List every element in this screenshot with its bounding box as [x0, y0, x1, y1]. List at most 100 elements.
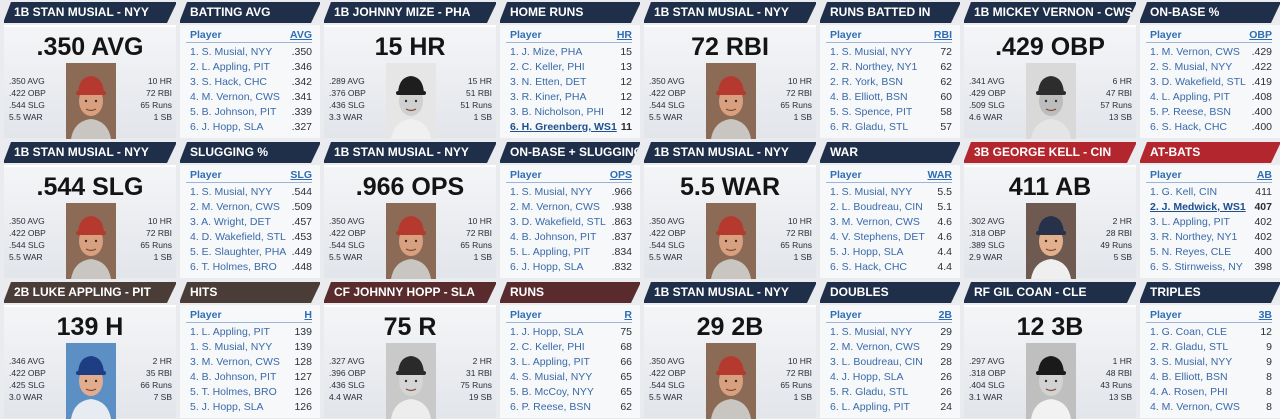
leader-name[interactable]: 2. M. Vernon, CWS — [830, 341, 920, 353]
leader-name[interactable]: 6. S. Hack, CHC — [1150, 121, 1228, 133]
player-header[interactable]: 3B GEORGE KELL - CIN — [964, 142, 1136, 163]
leaderboard-row[interactable]: 3. L. Appling, PIT 66 — [506, 355, 632, 370]
leader-name[interactable]: 6. J. Hopp, SLA — [190, 121, 264, 133]
leaderboard-row[interactable]: 2. M. Vernon, CWS .938 — [506, 200, 632, 215]
leader-name[interactable]: 3. L. Boudreau, CIN — [830, 356, 923, 368]
leaderboard-row[interactable]: 2. M. Vernon, CWS .509 — [186, 200, 312, 215]
leader-name[interactable]: 2. S. Musial, NYY — [1150, 61, 1233, 73]
leader-name[interactable]: 6. P. Reese, BSN — [510, 401, 591, 413]
player-column-header[interactable]: Player — [1150, 169, 1182, 181]
leaderboard-row[interactable]: 3. R. Kiner, PHA 12 — [506, 90, 632, 105]
leaderboard-row[interactable]: 2. S. Musial, NYY .422 — [1146, 60, 1272, 75]
leader-name[interactable]: 1. S. Musial, NYY — [510, 186, 593, 198]
leaderboard-row[interactable]: 6. J. Hopp, SLA .832 — [506, 260, 632, 275]
leaderboard-row[interactable]: 1. G. Kell, CIN 411 — [1146, 185, 1272, 200]
leader-name[interactable]: 3. A. Wright, DET — [190, 216, 271, 228]
leaderboard-row[interactable]: 5. J. Hopp, SLA 126 — [186, 400, 312, 415]
leaderboard-row[interactable]: 6. R. Gladu, STL 57 — [826, 120, 952, 135]
leaderboard-row[interactable]: 1. L. Appling, PIT 139 — [186, 325, 312, 340]
leaderboard-row[interactable]: 4. B. Johnson, PIT 127 — [186, 370, 312, 385]
leader-name[interactable]: 5. E. Slaughter, PHA — [190, 246, 287, 258]
leaderboard-row[interactable]: 5. L. Appling, PIT .834 — [506, 245, 632, 260]
stat-column-header[interactable]: RBI — [933, 29, 952, 41]
leaderboard-row[interactable]: 4. M. Vernon, CWS 8 — [1146, 400, 1272, 415]
leader-name[interactable]: 4. L. Appling, PIT — [1150, 91, 1230, 103]
leaderboard-row[interactable]: 4. B. Elliott, BSN 60 — [826, 90, 952, 105]
player-header[interactable]: CF JOHNNY HOPP - SLA — [324, 282, 496, 303]
leaderboard-row[interactable]: 2. M. Vernon, CWS 29 — [826, 340, 952, 355]
leader-name[interactable]: 1. J. Hopp, SLA — [510, 326, 584, 338]
leader-name[interactable]: 3. B. Nicholson, PHI — [510, 106, 604, 118]
leader-name[interactable]: 5. S. Spence, PIT — [830, 106, 913, 118]
category-header[interactable]: RUNS — [500, 282, 640, 303]
player-column-header[interactable]: Player — [190, 29, 222, 41]
player-column-header[interactable]: Player — [510, 169, 542, 181]
leaderboard-row[interactable]: 6. P. Reese, BSN 62 — [506, 400, 632, 415]
player-column-header[interactable]: Player — [1150, 309, 1182, 321]
leaderboard-row[interactable]: 2. L. Appling, PIT .346 — [186, 60, 312, 75]
leaderboard-row[interactable]: 1. J. Hopp, SLA 75 — [506, 325, 632, 340]
leaderboard-row[interactable]: 1. G. Coan, CLE 12 — [1146, 325, 1272, 340]
leaderboard-row[interactable]: 1. S. Musial, NYY 5.5 — [826, 185, 952, 200]
player-column-header[interactable]: Player — [830, 29, 862, 41]
leader-name[interactable]: 2. C. Keller, PHI — [510, 341, 585, 353]
category-header[interactable]: HITS — [180, 282, 320, 303]
leader-name[interactable]: 4. B. Elliott, BSN — [1150, 371, 1228, 383]
leaderboard-row[interactable]: 6. S. Hack, CHC .400 — [1146, 120, 1272, 135]
leaderboard-row[interactable]: 3. B. Nicholson, PHI 12 — [506, 105, 632, 120]
leaderboard-row[interactable]: 6. S. Hack, CHC 4.4 — [826, 260, 952, 275]
stat-column-header[interactable]: SLG — [290, 169, 312, 181]
leaderboard-row[interactable]: 4. S. Musial, NYY 65 — [506, 370, 632, 385]
leader-name[interactable]: 2. R. Gladu, STL — [1150, 341, 1229, 353]
leader-name[interactable]: 1. G. Kell, CIN — [1150, 186, 1218, 198]
leaderboard-row[interactable]: 4. B. Elliott, BSN 8 — [1146, 370, 1272, 385]
leader-name[interactable]: 5. N. Reyes, CLE — [1150, 246, 1232, 258]
category-header[interactable]: HOME RUNS — [500, 2, 640, 23]
leader-name[interactable]: 3. R. Northey, NY1 — [1150, 231, 1238, 243]
leader-name[interactable]: 4. B. Johnson, PIT — [190, 371, 277, 383]
leader-name[interactable]: 1. S. Musial, NYY — [830, 186, 913, 198]
leader-name[interactable]: 3. S. Musial, NYY — [1150, 356, 1233, 368]
category-header[interactable]: WAR — [820, 142, 960, 163]
stat-column-header[interactable]: HR — [616, 29, 632, 41]
leaderboard-row[interactable]: 6. T. Holmes, BRO .448 — [186, 260, 312, 275]
leader-name[interactable]: 4. D. Wakefield, STL — [190, 231, 286, 243]
leader-name[interactable]: 4. M. Vernon, CWS — [190, 91, 280, 103]
player-header[interactable]: 1B STAN MUSIAL - NYY — [4, 142, 176, 163]
player-column-header[interactable]: Player — [190, 169, 222, 181]
leaderboard-row[interactable]: 4. A. Rosen, PHI 8 — [1146, 385, 1272, 400]
stat-column-header[interactable]: 3B — [1258, 309, 1272, 321]
leader-name[interactable]: 3. M. Vernon, CWS — [830, 216, 920, 228]
leaderboard-row[interactable]: 2. L. Boudreau, CIN 5.1 — [826, 200, 952, 215]
leader-name[interactable]: 6. S. Stirnweiss, NY — [1150, 261, 1243, 273]
player-header[interactable]: 1B STAN MUSIAL - NYY — [644, 2, 816, 23]
leaderboard-row[interactable]: 2. C. Keller, PHI 68 — [506, 340, 632, 355]
player-header[interactable]: 1B JOHNNY MIZE - PHA — [324, 2, 496, 23]
leader-name[interactable]: 1. S. Musial, NYY — [830, 46, 913, 58]
leaderboard-row[interactable]: 5. B. Johnson, PIT .339 — [186, 105, 312, 120]
leader-name[interactable]: 4. S. Musial, NYY — [510, 371, 593, 383]
leader-name[interactable]: 6. J. Hopp, SLA — [510, 261, 584, 273]
leader-name[interactable]: 1. S. Musial, NYY — [190, 186, 273, 198]
player-column-header[interactable]: Player — [190, 309, 222, 321]
leaderboard-row[interactable]: 5. B. McCoy, NYY 65 — [506, 385, 632, 400]
leader-name[interactable]: 5. J. Hopp, SLA — [190, 401, 264, 413]
leader-name[interactable]: 2. R. York, BSN — [830, 76, 903, 88]
stat-column-header[interactable]: AB — [1256, 169, 1272, 181]
leader-name[interactable]: 1. S. Musial, NYY — [190, 46, 273, 58]
player-header[interactable]: RF GIL COAN - CLE — [964, 282, 1136, 303]
leaderboard-row[interactable]: 3. A. Wright, DET .457 — [186, 215, 312, 230]
leaderboard-row[interactable]: 3. M. Vernon, CWS 4.6 — [826, 215, 952, 230]
leaderboard-row[interactable]: 4. D. Wakefield, STL .453 — [186, 230, 312, 245]
leader-name[interactable]: 5. J. Hopp, SLA — [830, 246, 904, 258]
leaderboard-row[interactable]: 4. M. Vernon, CWS .341 — [186, 90, 312, 105]
player-header[interactable]: 1B STAN MUSIAL - NYY — [644, 142, 816, 163]
leaderboard-row[interactable]: 5. T. Holmes, BRO 126 — [186, 385, 312, 400]
leaderboard-row[interactable]: 3. S. Hack, CHC .342 — [186, 75, 312, 90]
leader-name[interactable]: 2. R. Northey, NY1 — [830, 61, 918, 73]
leaderboard-row[interactable]: 5. J. Hopp, SLA 4.4 — [826, 245, 952, 260]
player-header[interactable]: 1B MICKEY VERNON - CWS — [964, 2, 1136, 23]
leaderboard-row[interactable]: 4. J. Hopp, SLA 26 — [826, 370, 952, 385]
leaderboard-row[interactable]: 5. N. Reyes, CLE 400 — [1146, 245, 1272, 260]
leader-name[interactable]: 3. N. Etten, DET — [510, 76, 587, 88]
